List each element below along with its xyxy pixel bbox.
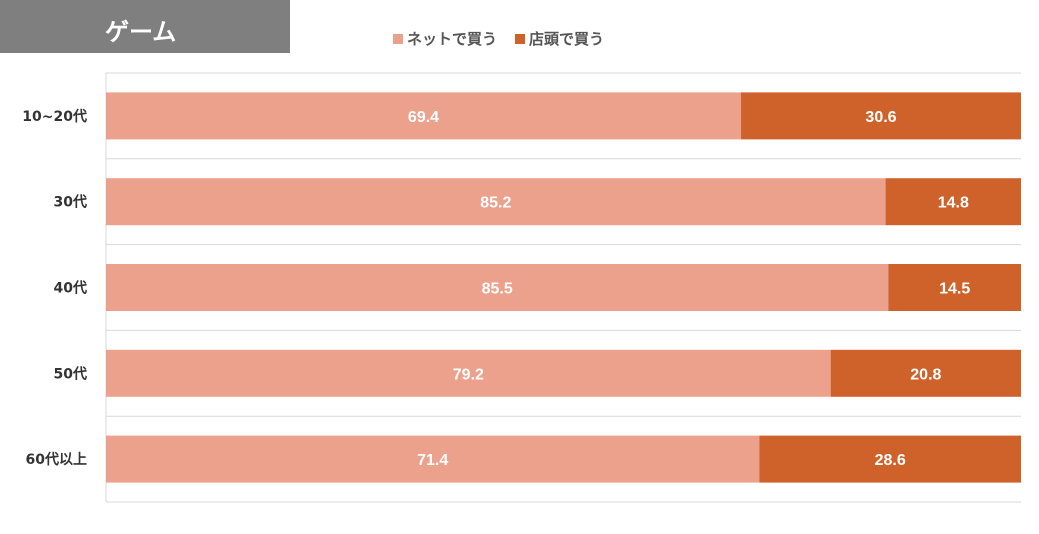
category-label: 60代以上 — [26, 451, 87, 468]
data-label-online: 69.4 — [408, 109, 439, 126]
category-label: 40代 — [54, 280, 87, 297]
data-label-online: 79.2 — [453, 366, 484, 383]
data-label-store: 14.5 — [939, 281, 970, 298]
data-label-store: 30.6 — [865, 109, 896, 126]
category-label: 50代 — [54, 365, 87, 382]
category-label: 10~20代 — [22, 108, 87, 125]
data-label-store: 14.8 — [938, 195, 969, 212]
data-label-online: 85.5 — [482, 281, 513, 298]
data-label-store: 28.6 — [875, 452, 906, 469]
data-label-store: 20.8 — [910, 366, 941, 383]
data-label-online: 71.4 — [417, 452, 448, 469]
data-label-online: 85.2 — [480, 195, 511, 212]
category-label: 30代 — [54, 194, 87, 211]
